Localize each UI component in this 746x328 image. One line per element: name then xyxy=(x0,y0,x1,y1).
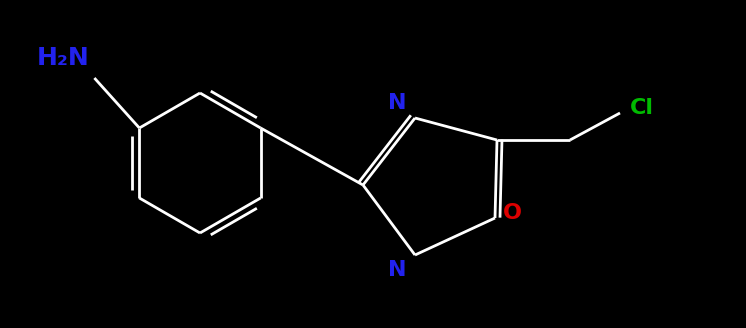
Text: O: O xyxy=(503,203,522,223)
Text: H₂N: H₂N xyxy=(37,46,90,70)
Text: N: N xyxy=(389,93,407,113)
Text: Cl: Cl xyxy=(630,98,654,118)
Text: N: N xyxy=(389,260,407,280)
